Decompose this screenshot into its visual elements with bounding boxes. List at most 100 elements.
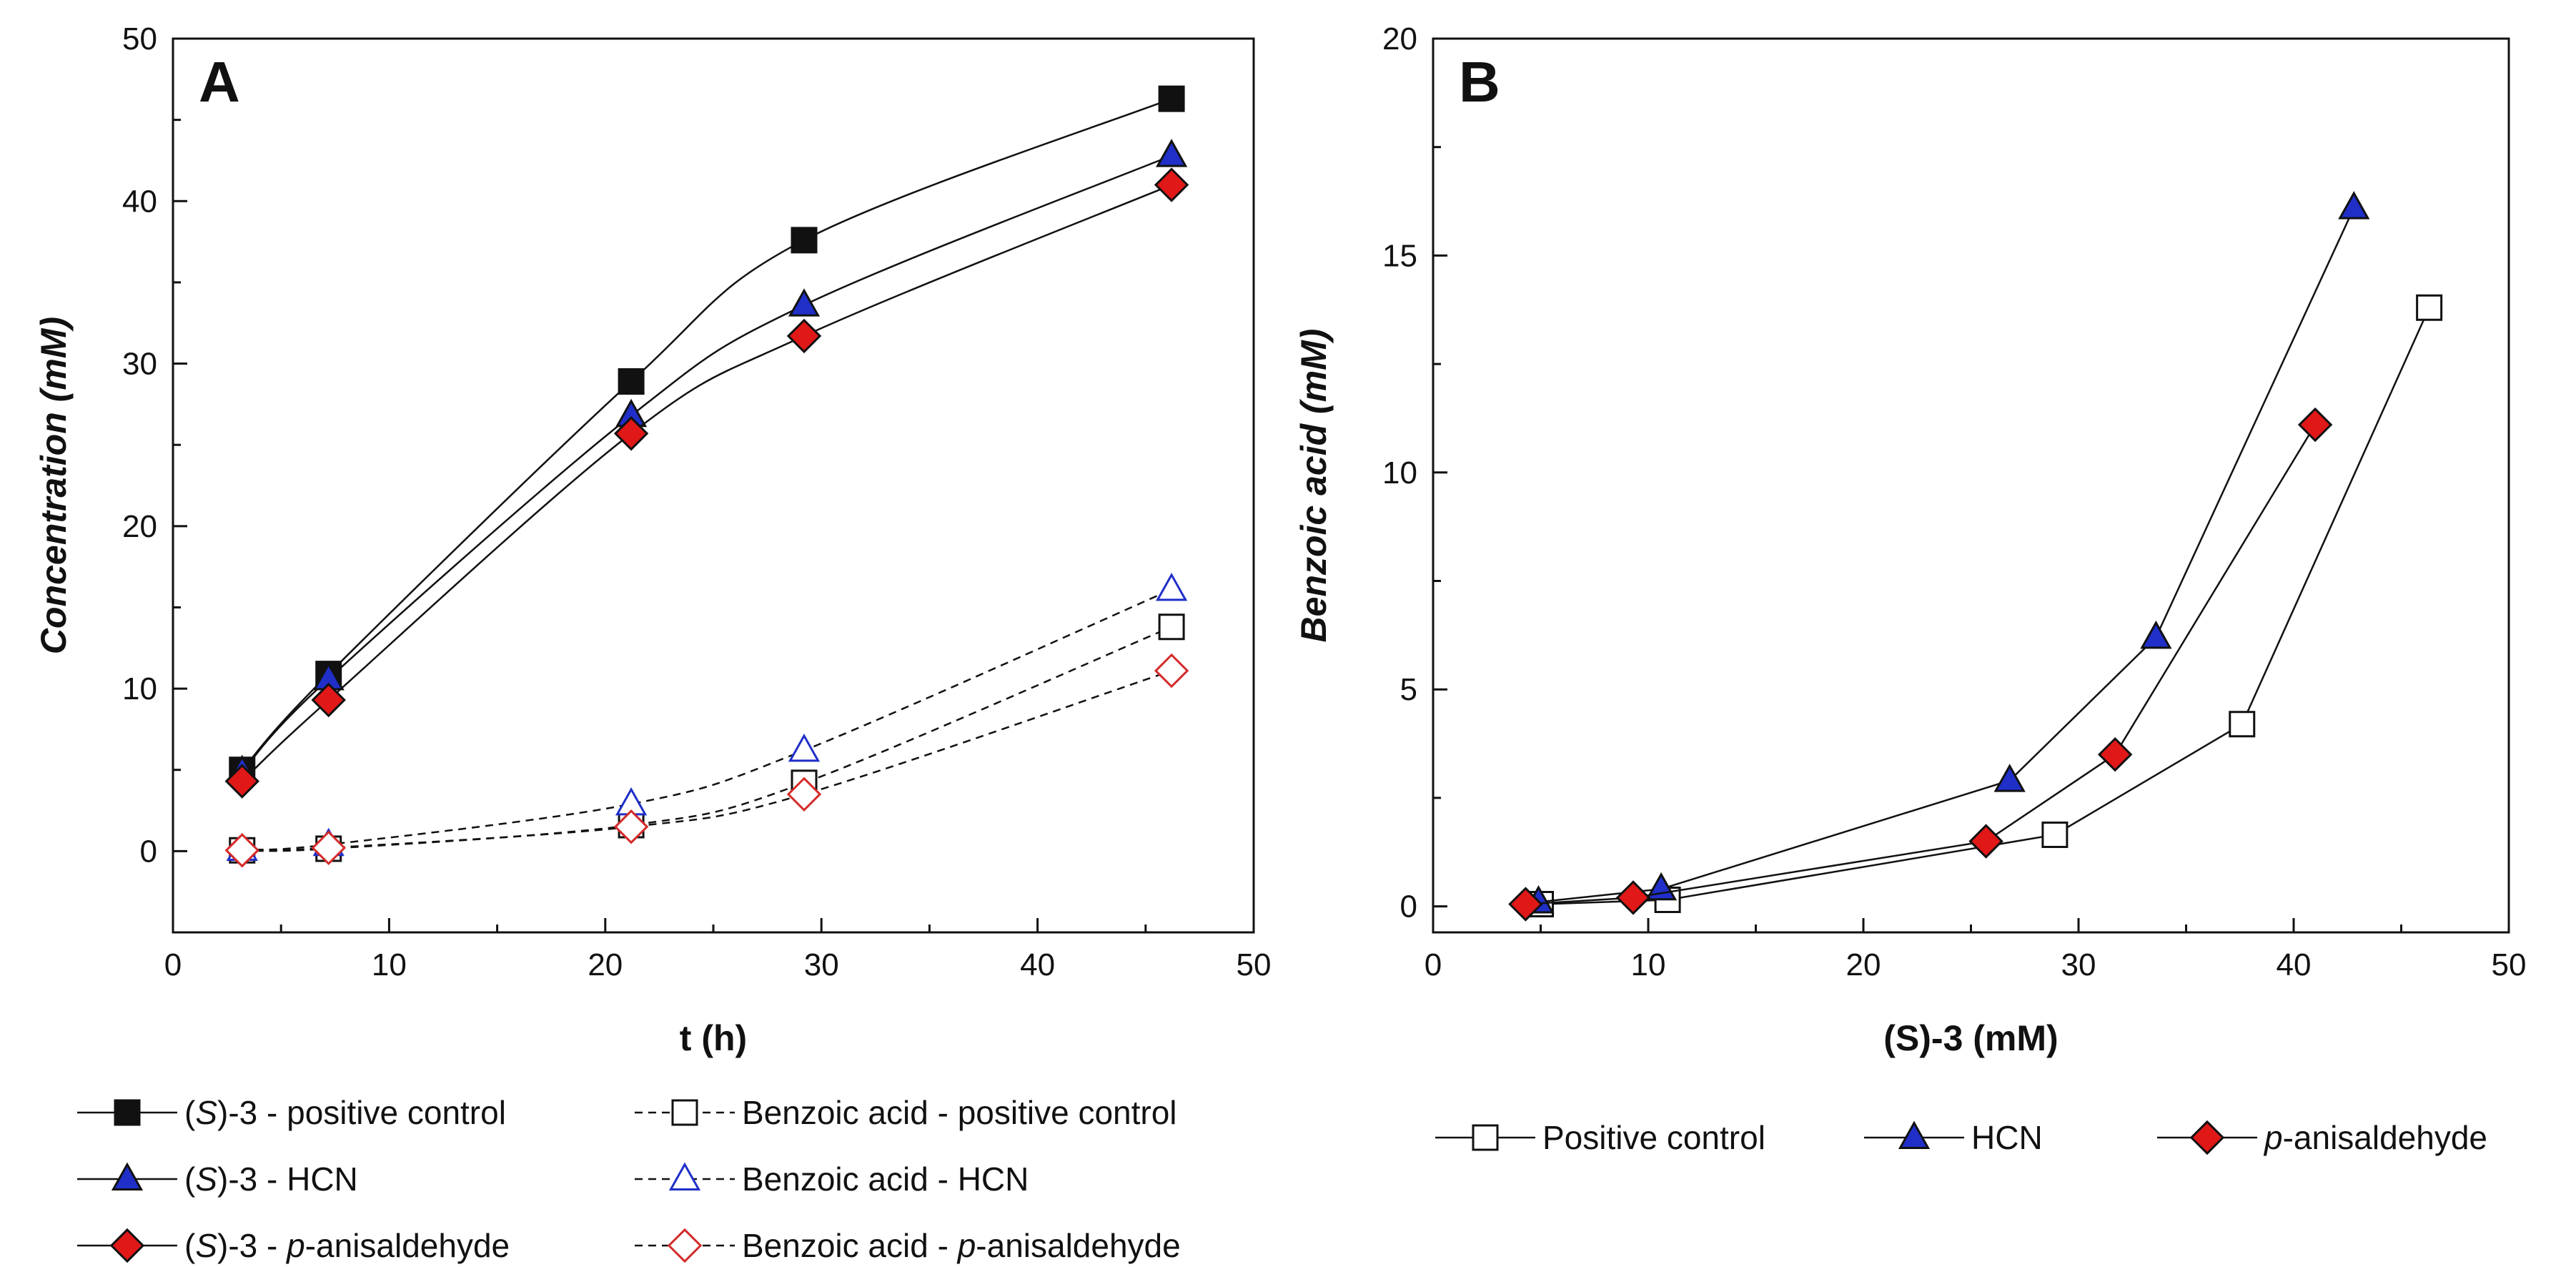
series-s-3-p-anisaldehyde — [224, 167, 1189, 799]
legend-label-part: -anisaldehyde — [976, 1227, 1180, 1264]
legend-label-part: -anisaldehyde — [305, 1227, 510, 1264]
legend-item: Benzoic acid - positive control — [635, 1094, 1177, 1131]
y-tick-label: 5 — [1400, 672, 1417, 707]
data-point — [1155, 572, 1188, 601]
y-tick-label: 20 — [1382, 21, 1417, 56]
data-point — [2097, 736, 2133, 772]
data-point — [224, 764, 259, 799]
legend-marker — [671, 1099, 698, 1126]
y-tick-label: 10 — [122, 671, 157, 706]
legend-label: (S)-3 - p-anisaldehyde — [184, 1227, 510, 1264]
legend-label-part: )-3 - — [217, 1227, 287, 1264]
series-p-anisaldehyde — [1508, 407, 2333, 922]
plot-frame — [1432, 37, 2510, 934]
legend-label-part: ( — [184, 1227, 196, 1264]
x-tick-label: 50 — [2492, 947, 2527, 982]
data-point — [311, 682, 346, 718]
data-point — [2338, 191, 2370, 220]
legend-label-part: ( — [184, 1160, 196, 1198]
y-axis-title: Concentration (mM) — [34, 317, 74, 654]
legend-item: Positive control — [1435, 1119, 1765, 1156]
data-point — [1508, 887, 1543, 922]
series-s-3-positive-control — [229, 85, 1185, 784]
legend-item: (S)-3 - HCN — [77, 1160, 358, 1198]
x-tick-label: 30 — [804, 947, 839, 982]
x-tick-label: 0 — [1425, 947, 1442, 982]
y-tick-label: 0 — [140, 834, 157, 869]
series-benzoic-acid-p-anisaldehyde — [224, 653, 1189, 868]
x-tick-label: 10 — [372, 947, 407, 982]
series-benzoic-acid-positive-control — [229, 613, 1185, 864]
data-point — [1968, 824, 2003, 859]
series-positive-control — [1527, 294, 2443, 918]
y-tick-label: 0 — [1400, 889, 1417, 925]
y-tick-label: 10 — [1382, 455, 1417, 490]
legend-label-part: Positive control — [1542, 1119, 1765, 1156]
x-axis-title: t (h) — [680, 1018, 747, 1058]
data-point — [2297, 407, 2333, 443]
x-tick-label: 30 — [2061, 947, 2096, 982]
legend-label: HCN — [1971, 1119, 2043, 1156]
legend-label: Benzoic acid - HCN — [742, 1160, 1029, 1198]
legend-item: (S)-3 - positive control — [77, 1094, 506, 1131]
data-point — [224, 833, 259, 868]
panel-a: 0 10 20 30 40 50 0 10 20 30 40 50 At (h) Concentratio… — [34, 21, 1271, 1264]
legend-item: Benzoic acid - p-anisaldehyde — [635, 1227, 1181, 1264]
legend-label-part: ( — [184, 1094, 196, 1131]
data-point — [1158, 613, 1185, 641]
x-tick-label: 20 — [588, 947, 623, 982]
legend-item: p-anisaldehyde — [2157, 1119, 2487, 1156]
legend-label: (S)-3 - HCN — [184, 1160, 358, 1198]
y-tick-label: 30 — [122, 347, 157, 382]
legend-item: Benzoic acid - HCN — [635, 1160, 1029, 1198]
legend-marker — [2189, 1120, 2225, 1155]
y-tick-label: 50 — [122, 21, 157, 56]
series-line — [1540, 307, 2430, 905]
data-point — [2229, 711, 2256, 738]
x-tick-label: 40 — [2277, 947, 2312, 982]
legend-label-part: S — [195, 1227, 217, 1264]
series-line — [242, 669, 1172, 852]
legend-label-part: S — [195, 1094, 217, 1131]
legend-label-part: Benzoic acid - positive control — [742, 1094, 1177, 1131]
data-point — [618, 368, 645, 395]
data-point — [1993, 764, 2026, 792]
legend: Positive control HCN p-anisaldehyde — [1435, 1119, 2487, 1156]
data-point — [2416, 294, 2443, 321]
legend-marker — [667, 1228, 703, 1263]
data-point — [1615, 880, 1651, 915]
data-point — [2140, 620, 2172, 649]
series-line — [241, 97, 1172, 771]
legend-marker — [111, 1162, 144, 1190]
y-tick-label: 40 — [122, 184, 157, 219]
data-point — [2041, 821, 2069, 848]
legend-label: p-anisaldehyde — [2263, 1119, 2487, 1156]
data-point — [786, 318, 822, 354]
legend: (S)-3 - positive control(S)-3 - HCN(S)-3… — [77, 1094, 1181, 1264]
legend-marker — [1898, 1120, 1931, 1149]
legend-label-part: Benzoic acid - — [742, 1227, 958, 1264]
panel-b: 0 10 20 30 40 50 0 5 10 15 20 B (S)-3 (mM) Benzoic ac… — [1294, 21, 2526, 1156]
data-point — [788, 733, 821, 762]
data-point — [1154, 653, 1189, 689]
data-point — [788, 288, 821, 317]
series-line — [241, 154, 1172, 772]
legend-label: Positive control — [1542, 1119, 1765, 1156]
legend-label-part: p — [956, 1227, 976, 1264]
x-tick-label: 10 — [1631, 947, 1666, 982]
x-axis-title: (S)-3 (mM) — [1883, 1018, 2058, 1058]
x-tick-label: 40 — [1020, 947, 1055, 982]
plot-frame — [172, 37, 1255, 934]
legend-label: Benzoic acid - p-anisaldehyde — [742, 1227, 1181, 1264]
legend-label: (S)-3 - positive control — [184, 1094, 506, 1131]
y-tick-label: 20 — [122, 509, 157, 544]
legend-label-part: Benzoic acid - HCN — [742, 1160, 1029, 1198]
legend-marker — [114, 1099, 141, 1126]
data-point — [791, 227, 818, 254]
data-point — [1645, 872, 1678, 901]
panel-letter: A — [199, 50, 240, 114]
legend-label-part: S — [195, 1160, 217, 1198]
data-point — [786, 777, 822, 812]
legend-marker — [668, 1162, 701, 1190]
